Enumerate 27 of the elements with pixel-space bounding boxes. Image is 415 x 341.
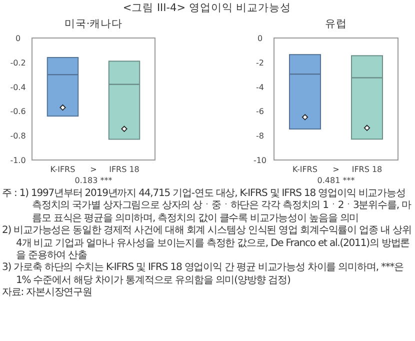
text: 2) 비교가능성은 동일한 경제적 사건에 대해 회계 시스템상 인식된 영업 회계수익률이 업종 내 상위 4개 비교 기업과 얼마나 유사성을 보이는지를 측정한 값으로, De Franco et al.(2011)의 방법론을 준용하여 산출 bbox=[2, 225, 412, 262]
y-tick-label: -0.2 bbox=[10, 58, 26, 68]
text: 자료: 자본시장연구원 bbox=[2, 287, 93, 300]
chart-title: 유럽 bbox=[325, 18, 347, 30]
y-tick-label: -4 bbox=[256, 82, 264, 92]
text: > bbox=[332, 165, 340, 174]
text: 0.183 *** bbox=[74, 176, 112, 185]
text: 주 : 1) 1997년부터 2019년까지 44,715 기업-연도 대상, K-IFRS 및 IFRS 18 영업이익 비교가능성 측정치의 국가별 상자그림으로 상자의 상ㆍ중ㆍ하단은 각각 측정치의 1ㆍ2ㆍ3분위수를, 마름모 표식은 평균을 의미하며, 측정치의 값이 클수록 비교가능성이 높음을 의미 bbox=[2, 188, 412, 225]
y-tick-label: -2 bbox=[256, 58, 264, 68]
y-tick-label: -6 bbox=[256, 107, 264, 116]
text: 0.481 *** bbox=[317, 176, 355, 185]
y-tick-label: -0.6 bbox=[10, 107, 26, 116]
text: 3) 가로축 하단의 수치는 K-IFRS 및 IFRS 18 영업이익 간 평균 비교가능성 차이를 의미하며, ***은 1% 수준에서 해당 차이가 통계적으로 유의함을 의미(양방향 검정) bbox=[2, 262, 405, 288]
x-tick-label: IFRS 18 bbox=[109, 165, 140, 174]
chart-title: 미국·캐나다 bbox=[64, 18, 123, 30]
y-tick-label: -10 bbox=[253, 156, 267, 165]
x-tick-label: K-IFRS bbox=[50, 165, 76, 174]
text: <그림 III-4> 영업이익 비교가능성 bbox=[122, 2, 292, 14]
x-tick-label: IFRS 18 bbox=[352, 165, 382, 174]
y-tick-label: 0 bbox=[15, 34, 21, 43]
y-tick-label: 0 bbox=[257, 34, 263, 43]
y-tick-label: -0.4 bbox=[10, 82, 26, 92]
y-tick-label: -8 bbox=[256, 132, 264, 141]
text: > bbox=[90, 165, 97, 174]
x-tick-label: K-IFRS bbox=[292, 165, 318, 174]
y-tick-label: -0.8 bbox=[10, 132, 26, 141]
y-tick-label: -1.0 bbox=[10, 156, 26, 165]
